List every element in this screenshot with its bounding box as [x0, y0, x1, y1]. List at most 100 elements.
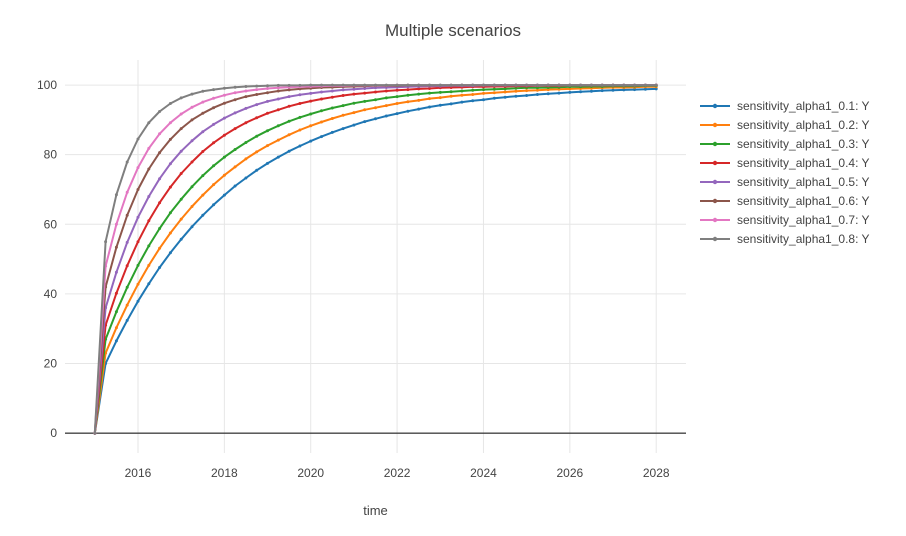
series-marker: [438, 96, 442, 100]
series-marker: [266, 111, 269, 115]
series-marker: [341, 104, 345, 108]
series-marker: [255, 150, 259, 154]
series-marker: [298, 128, 302, 132]
series-marker: [201, 213, 205, 217]
series-marker: [633, 83, 637, 87]
series-marker: [374, 83, 377, 87]
series-marker: [287, 133, 291, 137]
series-marker: [233, 127, 237, 131]
series-marker: [320, 109, 323, 113]
legend-item-sensitivity_alpha1_0.7[interactable]: sensitivity_alpha1_0.7: Y: [698, 210, 870, 229]
series-line-sensitivity_alpha1_0.1[interactable]: [93, 87, 658, 435]
series-line-sensitivity_alpha1_0.2[interactable]: [93, 85, 658, 435]
series-marker: [190, 92, 194, 96]
series-marker: [125, 240, 129, 244]
series-marker: [233, 111, 237, 115]
series-marker: [406, 88, 410, 92]
legend-line-marker-icon: [700, 103, 730, 108]
series-marker: [168, 137, 172, 141]
series-marker: [643, 87, 647, 91]
series-marker: [395, 112, 399, 116]
legend-label: sensitivity_alpha1_0.2: Y: [737, 117, 870, 132]
series-marker: [546, 83, 550, 87]
x-tick-label: 2028: [643, 466, 670, 480]
series-marker: [395, 88, 399, 92]
series-path: [93, 84, 658, 435]
series-marker: [244, 106, 248, 110]
series-marker: [568, 90, 572, 94]
series-marker: [525, 83, 529, 87]
series-marker: [276, 83, 280, 87]
series-marker: [363, 83, 367, 87]
series-path: [93, 84, 658, 435]
series-marker: [514, 94, 518, 98]
x-axis-title: time: [363, 503, 388, 518]
series-marker: [212, 141, 216, 145]
series-marker: [147, 263, 151, 267]
series-marker: [428, 87, 431, 90]
series-marker: [654, 87, 658, 91]
series-line-sensitivity_alpha1_0.7[interactable]: [93, 83, 658, 435]
series-marker: [125, 160, 129, 164]
series-marker: [589, 89, 593, 93]
series-marker: [255, 103, 259, 107]
series-marker: [179, 172, 183, 175]
legend-item-sensitivity_alpha1_0.8[interactable]: sensitivity_alpha1_0.8: Y: [698, 229, 870, 248]
series-marker: [363, 108, 367, 112]
legend-item-sensitivity_alpha1_0.4[interactable]: sensitivity_alpha1_0.4: Y: [698, 153, 870, 172]
legend-line-marker-icon: [700, 236, 730, 241]
series-marker: [341, 113, 345, 117]
legend-item-sensitivity_alpha1_0.5[interactable]: sensitivity_alpha1_0.5: Y: [698, 172, 870, 191]
series-marker: [395, 83, 399, 87]
legend-item-sensitivity_alpha1_0.3[interactable]: sensitivity_alpha1_0.3: Y: [698, 134, 870, 153]
series-marker: [568, 83, 572, 87]
series-marker: [201, 111, 205, 115]
series-marker: [352, 87, 356, 91]
series-marker: [125, 318, 129, 322]
series-marker: [244, 85, 248, 88]
series-marker: [363, 99, 367, 103]
series-marker: [244, 176, 248, 180]
series-line-sensitivity_alpha1_0.5[interactable]: [93, 83, 658, 435]
series-marker: [417, 83, 421, 87]
series-marker: [654, 83, 658, 87]
series-marker: [168, 211, 172, 215]
legend-item-sensitivity_alpha1_0.6[interactable]: sensitivity_alpha1_0.6: Y: [698, 191, 870, 210]
series-path: [93, 87, 658, 435]
series-marker: [136, 215, 140, 219]
series-line-sensitivity_alpha1_0.4[interactable]: [93, 83, 658, 435]
series-marker: [460, 89, 464, 93]
series-marker: [212, 96, 216, 100]
series-line-sensitivity_alpha1_0.8[interactable]: [93, 83, 658, 435]
series-line-sensitivity_alpha1_0.6[interactable]: [93, 83, 658, 435]
legend-item-sensitivity_alpha1_0.1[interactable]: sensitivity_alpha1_0.1: Y: [698, 96, 870, 115]
series-marker: [125, 190, 129, 194]
series-marker: [201, 174, 205, 178]
series-marker: [114, 339, 118, 343]
series-marker: [222, 173, 226, 177]
series-marker: [341, 127, 345, 131]
series-marker: [287, 119, 291, 123]
series-line-sensitivity_alpha1_0.3[interactable]: [93, 84, 658, 435]
x-tick-label: 2026: [556, 466, 583, 480]
series-marker: [611, 83, 615, 87]
series-marker: [374, 90, 377, 94]
series-marker: [471, 88, 475, 92]
series-marker: [233, 85, 237, 89]
series-marker: [125, 303, 129, 307]
legend-item-sensitivity_alpha1_0.2[interactable]: sensitivity_alpha1_0.2: Y: [698, 115, 870, 134]
series-marker: [212, 203, 216, 207]
y-tick-label: 20: [44, 357, 58, 371]
series-marker: [535, 93, 539, 96]
series-path: [93, 84, 658, 435]
series-marker: [179, 197, 183, 201]
series-marker: [438, 103, 442, 107]
series-marker: [600, 89, 604, 93]
series-marker: [287, 83, 291, 87]
series-marker: [255, 88, 259, 92]
series-marker: [136, 166, 140, 170]
series-marker: [471, 99, 475, 103]
series-marker: [222, 101, 226, 105]
x-tick-label: 2020: [297, 466, 324, 480]
